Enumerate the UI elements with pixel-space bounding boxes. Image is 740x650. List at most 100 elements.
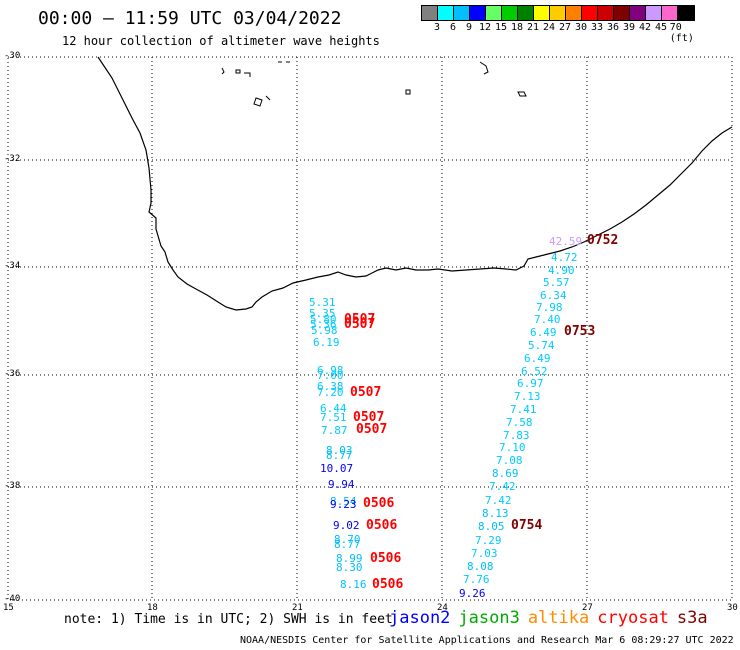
y-tick-label: -38	[4, 481, 21, 491]
wave-height-value: 5.74	[528, 339, 555, 352]
wave-height-value: 9.02	[333, 519, 360, 532]
wave-height-value: 6.44	[320, 402, 347, 415]
legend-label: 42	[638, 22, 652, 33]
wave-height-value: 6.34	[540, 289, 567, 302]
legend-swatch	[614, 6, 630, 20]
wave-height-value: 5.80	[310, 313, 337, 326]
x-tick-label: 27	[582, 603, 593, 613]
wave-height-value: 7.42	[485, 494, 512, 507]
wave-height-value: 8.16	[340, 578, 367, 591]
wave-height-value: 7.10	[499, 441, 526, 454]
legend-label: 45	[654, 22, 668, 33]
wave-height-value: 10.07	[320, 462, 354, 475]
y-tick-label: -36	[4, 369, 21, 379]
wave-height-value: 9.23	[330, 498, 357, 511]
legend-swatch	[534, 6, 550, 20]
wave-height-value: 8.70	[334, 533, 361, 546]
legend-swatch	[486, 6, 502, 20]
legend-swatch	[598, 6, 614, 20]
wave-height-value: 4.72	[551, 251, 578, 264]
page-subtitle: 12 hour collection of altimeter wave hei…	[62, 34, 380, 48]
wave-height-value: 6.49	[524, 352, 551, 365]
wave-height-value: 5.31	[309, 296, 336, 309]
wave-height-value: 7.98	[536, 301, 563, 314]
wave-height-value: 7.20	[317, 386, 344, 399]
wave-height-value: 9.94	[328, 478, 355, 491]
pass-time-label: 0752	[587, 233, 619, 248]
wave-height-value: 9.26	[459, 587, 486, 600]
wave-height-value: 6.19	[313, 336, 340, 349]
wave-height-value: 6.97	[517, 377, 544, 390]
pass-time-label: 0506	[363, 496, 395, 511]
legend-swatch	[678, 6, 694, 20]
legend-swatch	[422, 6, 438, 20]
legend-label: 33	[590, 22, 604, 33]
wave-height-value: 7.87	[321, 424, 348, 437]
legend-swatch	[454, 6, 470, 20]
legend-swatch	[646, 6, 662, 20]
pass-time-label: 0507	[353, 410, 385, 425]
wave-height-value: 6.38	[317, 380, 344, 393]
pass-time-label: 0507	[344, 312, 376, 327]
wave-height-value: 7.83	[503, 429, 530, 442]
satellite-legend-item: altika	[527, 608, 590, 628]
map-grid	[8, 57, 732, 600]
y-tick-label: -40	[4, 594, 21, 604]
map-frame	[7, 56, 733, 601]
offshore-islands	[221, 61, 527, 107]
wave-height-value: 5.35	[309, 307, 336, 320]
legend-swatch	[566, 6, 582, 20]
y-tick-label: -30	[4, 51, 21, 61]
satellite-legend: jason2 jason3 altika cryosat s3a	[389, 608, 716, 628]
pass-time-label: 0506	[370, 551, 402, 566]
satellite-legend-item: s3a	[676, 608, 708, 628]
satellite-legend-item: jason2	[389, 608, 451, 628]
wave-height-value: 42.59	[549, 235, 583, 248]
pass-time-label: 0506	[366, 518, 398, 533]
wave-height-value: 8.99	[336, 552, 363, 565]
x-tick-label: 15	[3, 603, 14, 613]
wave-height-value: 7.76	[463, 573, 490, 586]
legend-label: 30	[574, 22, 588, 33]
wave-height-value: 8.30	[336, 561, 363, 574]
legend-swatch	[582, 6, 598, 20]
wave-height-value: 4.90	[548, 264, 575, 277]
wave-height-value: 8.77	[334, 538, 361, 551]
wave-height-value: 5.36	[310, 318, 337, 331]
wave-height-value: 8.03	[326, 444, 353, 457]
x-tick-label: 21	[292, 603, 303, 613]
x-tick-label: 24	[437, 603, 448, 613]
wave-height-value: 7.03	[471, 547, 498, 560]
wave-height-value: 8.77	[326, 449, 353, 462]
legend-label: 21	[526, 22, 540, 33]
pass-time-label: 0507	[344, 317, 376, 332]
credit-line: NOAA/NESDIS Center for Satellite Applica…	[240, 635, 734, 646]
legend-swatch	[438, 6, 454, 20]
pass-time-label: 0507	[350, 385, 382, 400]
wave-height-value: 5.98	[311, 324, 338, 337]
wave-height-value: 8.54	[330, 495, 357, 508]
satellite-legend-item: jason3	[458, 608, 520, 628]
wave-height-value: 7.08	[496, 454, 523, 467]
y-tick-label: -32	[4, 154, 21, 164]
legend-label: 24	[542, 22, 556, 33]
wave-height-value: 6.98	[317, 364, 344, 377]
x-tick-label: 18	[147, 603, 158, 613]
legend-label: 9	[465, 22, 473, 33]
pass-time-label: 0753	[564, 324, 596, 339]
wave-height-value: 7.00	[317, 369, 344, 382]
wave-height-value: 7.40	[534, 313, 561, 326]
legend-label: 12	[478, 22, 492, 33]
color-legend	[421, 5, 695, 21]
pass-time-label: 0506	[372, 577, 404, 592]
wave-height-value: 5.57	[543, 276, 570, 289]
pass-time-label: 0507	[356, 422, 388, 437]
footnote: note: 1) Time is in UTC; 2) SWH is in fe…	[64, 612, 393, 627]
legend-label: 18	[510, 22, 524, 33]
y-tick-label: -34	[4, 261, 21, 271]
legend-label: 39	[622, 22, 636, 33]
wave-height-value: 7.29	[475, 534, 502, 547]
wave-height-value: 8.69	[492, 467, 519, 480]
legend-swatch	[470, 6, 486, 20]
